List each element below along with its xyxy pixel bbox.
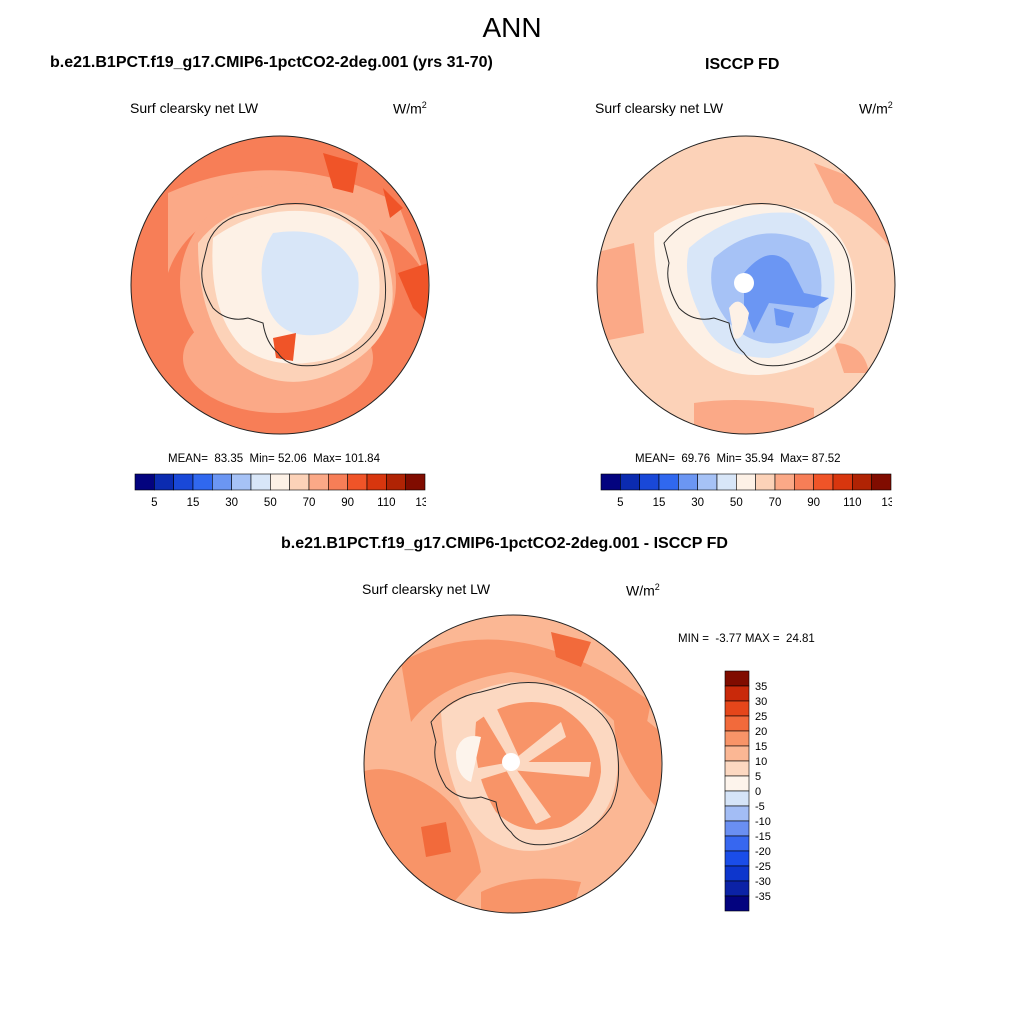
panel2-colorbar-swatch <box>639 473 660 491</box>
panel1-colorbar-tick-label: 90 <box>341 497 354 509</box>
panel2-colorbar-tick-label: 30 <box>691 497 704 509</box>
panel1-colorbar-tick-label: 70 <box>303 497 316 509</box>
panel3-colorbar-swatch <box>724 805 750 822</box>
panel3-polar-map <box>363 614 663 914</box>
panel3-colorbar-tick-label: -30 <box>755 876 771 888</box>
panel2-colorbar-swatch <box>871 473 892 491</box>
panel3-colorbar-swatch <box>724 745 750 762</box>
panel3-colorbar-tick-label: 25 <box>755 711 767 723</box>
panel3-title: b.e21.B1PCT.f19_g17.CMIP6-1pctCO2-2deg.0… <box>281 535 728 552</box>
panel3-colorbar-tick-label: -20 <box>755 846 771 858</box>
panel1-colorbar-swatch <box>192 473 213 491</box>
panel2-colorbar-tick-label: 5 <box>617 497 623 509</box>
panel3-colorbar-tick-label: 10 <box>755 756 767 768</box>
panel3-colorbar-tick-label: 30 <box>755 696 767 708</box>
panel1-colorbar-swatch <box>231 473 252 491</box>
panel1-stats: MEAN= 83.35 Min= 52.06 Max= 101.84 <box>168 453 380 465</box>
panel3-colorbar-swatch <box>724 775 750 792</box>
panel2-colorbar-swatch <box>600 473 621 491</box>
panel2-colorbar-swatch <box>852 473 872 491</box>
panel2-colorbar-swatch <box>678 473 698 491</box>
panel1-colorbar-swatch <box>386 473 406 491</box>
panel1-colorbar: 5 15 30 50 70 90 110 130 <box>134 473 435 516</box>
panel3-colorbar-tick-label: -10 <box>755 816 771 828</box>
panel3-colorbar-tick-label: 0 <box>755 786 761 798</box>
panel2-colorbar-swatch <box>774 473 795 491</box>
panel1-colorbar-tick-label: 110 <box>377 497 395 509</box>
panel1-colorbar-swatch <box>134 473 155 491</box>
panel3-colorbar-swatch <box>724 760 750 777</box>
panel1-colorbar-tick-label: 15 <box>187 497 200 509</box>
panel3-colorbar-tick-label: 5 <box>755 771 761 783</box>
panel2-colorbar-tick-label: 15 <box>653 497 666 509</box>
panel1-colorbar-tick-label: 50 <box>264 497 277 509</box>
panel1-colorbar-swatch <box>270 473 290 491</box>
panel2-colorbar-swatch <box>794 473 814 491</box>
panel1-colorbar-swatch <box>250 473 271 491</box>
panel3-colorbar-tick-label: 35 <box>755 681 767 693</box>
panel2-colorbar-swatch <box>755 473 776 491</box>
panel3-colorbar-swatch <box>724 835 750 852</box>
panel2-colorbar-swatch <box>813 473 834 491</box>
panel2-colorbar-swatch <box>658 473 679 491</box>
panel1-colorbar-swatch <box>173 473 194 491</box>
panel2-stats: MEAN= 69.76 Min= 35.94 Max= 87.52 <box>635 453 841 465</box>
panel3-colorbar-tick-label: -15 <box>755 831 771 843</box>
panel1-colorbar-swatch <box>308 473 329 491</box>
panel1-title: b.e21.B1PCT.f19_g17.CMIP6-1pctCO2-2deg.0… <box>50 54 493 71</box>
panel3-colorbar-swatch <box>724 865 750 882</box>
panel3-colorbar-swatch <box>724 700 750 717</box>
panel2-colorbar-tick-label: 50 <box>730 497 743 509</box>
panel3-colorbar-swatch <box>724 685 750 702</box>
panel1-colorbar-tick-label: 30 <box>225 497 238 509</box>
panel2-colorbar-tick-label: 130 <box>881 497 892 509</box>
panel3-colorbar-swatch <box>724 790 750 807</box>
panel3-colorbar-swatch <box>724 820 750 837</box>
panel3-colorbar-swatch <box>724 670 750 687</box>
panel3-colorbar-tick-label: 20 <box>755 726 767 738</box>
panel3-variable-label: Surf clearsky net LW <box>362 581 491 597</box>
panel1-colorbar-tick-label: 130 <box>415 497 426 509</box>
panel3-colorbar-swatch <box>724 895 750 912</box>
panel1-colorbar-swatch <box>154 473 174 491</box>
panel1-colorbar-swatch <box>405 473 426 491</box>
panel3-colorbar-tick-label: -35 <box>755 891 771 903</box>
panel3-colorbar: 35 30 25 20 15 10 5 0 -5 -10 -15 -20 -25 -30 -35 <box>724 670 788 919</box>
panel3-colorbar-tick-label: 15 <box>755 741 767 753</box>
panel1-colorbar-swatch <box>366 473 387 491</box>
panel1-colorbar-swatch <box>212 473 232 491</box>
panel2-colorbar-swatch <box>716 473 737 491</box>
panel2-colorbar-tick-label: 70 <box>769 497 782 509</box>
panel2-colorbar: 5 15 30 50 70 90 110 130 <box>600 473 901 516</box>
panel2-variable-label: Surf clearsky net LW <box>595 100 724 116</box>
panel2-title: ISCCP FD <box>705 56 780 73</box>
panel2-colorbar-tick-label: 110 <box>843 497 861 509</box>
panel3-units: W/m2 <box>626 582 660 599</box>
panel2-colorbar-swatch <box>697 473 718 491</box>
panel2-colorbar-tick-label: 90 <box>807 497 820 509</box>
panel3-colorbar-swatch <box>724 850 750 867</box>
panel3-colorbar-tick-label: -25 <box>755 861 771 873</box>
panel2-colorbar-swatch <box>832 473 853 491</box>
panel1-colorbar-swatch <box>347 473 368 491</box>
panel3-colorbar-swatch <box>724 715 750 732</box>
panel2-polar-map <box>596 135 896 435</box>
figure-title: ANN <box>482 12 542 43</box>
panel3-stats: MIN = -3.77 MAX = 24.81 <box>678 633 815 645</box>
panel1-units: W/m2 <box>393 100 427 117</box>
panel2-colorbar-swatch <box>620 473 640 491</box>
panel2-units: W/m2 <box>859 100 893 117</box>
panel1-variable-label: Surf clearsky net LW <box>130 100 259 116</box>
panel3-colorbar-swatch <box>724 730 750 747</box>
panel1-colorbar-swatch <box>289 473 310 491</box>
panel1-polar-map <box>130 135 430 435</box>
panel2-colorbar-swatch <box>736 473 756 491</box>
panel1-colorbar-tick-label: 5 <box>151 497 157 509</box>
panel3-colorbar-swatch <box>724 880 750 897</box>
panel1-colorbar-swatch <box>328 473 348 491</box>
panel3-colorbar-tick-label: -5 <box>755 801 765 813</box>
